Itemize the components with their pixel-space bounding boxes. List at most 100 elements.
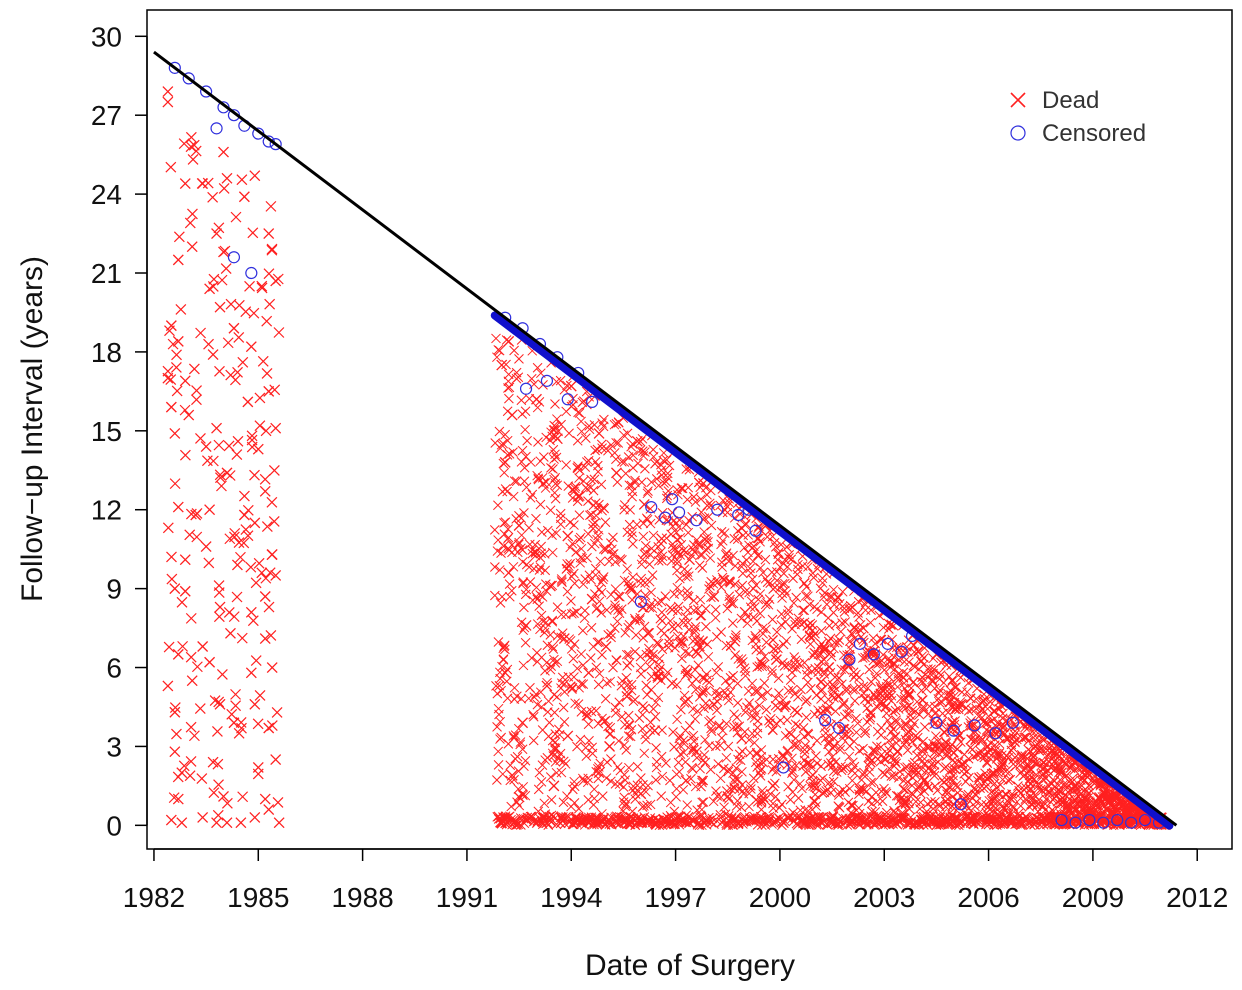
- dead-marker: [166, 552, 176, 562]
- dead-point: [545, 581, 555, 591]
- dead-marker: [964, 773, 973, 782]
- dead-marker: [623, 429, 632, 438]
- dead-marker: [224, 441, 234, 451]
- dead-marker: [773, 555, 782, 564]
- dead-marker: [723, 604, 732, 613]
- dead-marker: [535, 602, 544, 611]
- dead-marker: [696, 764, 705, 773]
- dead-marker: [615, 698, 624, 707]
- dead-point: [163, 97, 173, 107]
- dead-marker: [172, 386, 182, 396]
- dead-marker: [658, 645, 667, 654]
- dead-marker: [910, 719, 919, 728]
- dead-point: [563, 731, 573, 741]
- dead-marker: [210, 696, 220, 706]
- dead-point: [177, 818, 187, 828]
- dead-marker: [570, 782, 579, 791]
- dead-marker: [166, 162, 176, 172]
- dead-marker: [772, 567, 781, 576]
- dead-marker: [536, 500, 545, 509]
- dead-marker: [749, 584, 758, 593]
- dead-marker: [180, 405, 190, 415]
- dead-marker: [632, 520, 641, 529]
- dead-marker: [580, 606, 589, 615]
- y-tick-label: 3: [106, 731, 122, 762]
- dead-marker: [176, 304, 186, 314]
- dead-point: [274, 818, 284, 828]
- dead-marker: [791, 720, 800, 729]
- y-tick-label: 15: [91, 416, 122, 447]
- dead-marker: [849, 668, 858, 677]
- dead-marker: [873, 755, 882, 764]
- dead-marker: [903, 746, 912, 755]
- dead-marker: [214, 440, 224, 450]
- dead-marker: [817, 608, 826, 617]
- dead-marker: [720, 529, 729, 538]
- dead-marker: [197, 774, 207, 784]
- dead-point: [239, 192, 249, 202]
- reference-line: [154, 52, 1176, 825]
- dead-point: [170, 428, 180, 438]
- dead-point: [271, 423, 281, 433]
- dead-marker: [896, 722, 905, 731]
- x-axis-title: Date of Surgery: [585, 949, 795, 982]
- dead-marker: [538, 761, 547, 770]
- dead-marker: [257, 283, 267, 293]
- dead-marker: [519, 626, 528, 635]
- dead-point: [201, 542, 211, 552]
- dead-marker: [570, 777, 579, 786]
- dead-marker: [523, 436, 532, 445]
- dead-marker: [513, 752, 522, 761]
- dead-marker: [543, 707, 552, 716]
- dead-marker: [255, 421, 265, 431]
- dead-point: [187, 242, 197, 252]
- dead-marker: [234, 332, 244, 342]
- dead-marker: [529, 736, 538, 745]
- dead-marker: [250, 470, 260, 480]
- dead-marker: [196, 328, 206, 338]
- dead-marker: [192, 386, 202, 396]
- dead-marker: [167, 574, 177, 584]
- dead-marker: [517, 396, 526, 405]
- dead-marker: [560, 717, 569, 726]
- dead-marker: [556, 514, 565, 523]
- dead-marker: [657, 792, 666, 801]
- dead-marker: [715, 721, 724, 730]
- dead-marker: [831, 620, 840, 629]
- dead-marker: [515, 793, 524, 802]
- dead-marker: [838, 618, 847, 627]
- dead-marker: [552, 768, 561, 777]
- dead-marker: [598, 714, 607, 723]
- dead-point: [250, 812, 260, 822]
- dead-marker: [521, 590, 530, 599]
- dead-marker: [521, 425, 530, 434]
- dead-marker: [595, 585, 604, 594]
- dead-marker: [672, 792, 681, 801]
- dead-marker: [598, 650, 607, 659]
- x-tick-label: 1982: [123, 882, 185, 913]
- dead-marker: [680, 691, 689, 700]
- dead-marker: [209, 274, 219, 284]
- dead-point: [264, 805, 274, 815]
- dead-marker: [817, 657, 826, 666]
- dead-marker: [262, 316, 272, 326]
- dead-marker: [577, 679, 586, 688]
- dead-marker: [495, 565, 504, 574]
- dead-point: [177, 768, 187, 778]
- dead-marker: [501, 518, 510, 527]
- dead-marker: [826, 758, 835, 767]
- dead-marker: [813, 736, 822, 745]
- dead-marker: [762, 638, 771, 647]
- dead-marker: [647, 478, 656, 487]
- dead-marker: [536, 457, 545, 466]
- dead-marker: [590, 794, 599, 803]
- dead-marker: [779, 559, 788, 568]
- dead-marker: [606, 729, 615, 738]
- dead-marker: [231, 212, 241, 222]
- dead-marker: [626, 732, 635, 741]
- dead-marker: [537, 528, 546, 537]
- dead-point: [180, 179, 190, 189]
- x-tick-label: 1988: [331, 882, 393, 913]
- dead-marker: [640, 464, 649, 473]
- dead-marker: [628, 439, 637, 448]
